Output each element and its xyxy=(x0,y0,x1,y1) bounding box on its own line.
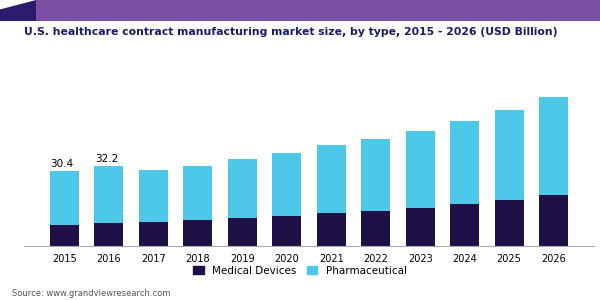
Text: U.S. healthcare contract manufacturing market size, by type, 2015 - 2026 (USD Bi: U.S. healthcare contract manufacturing m… xyxy=(24,27,557,37)
Bar xyxy=(539,195,568,246)
Bar xyxy=(539,97,568,195)
Bar xyxy=(317,213,346,246)
Polygon shape xyxy=(0,0,36,21)
Bar xyxy=(450,121,479,204)
Bar xyxy=(495,110,524,200)
Bar xyxy=(139,170,168,222)
Bar xyxy=(94,167,123,223)
Bar xyxy=(50,171,79,225)
Bar xyxy=(495,200,524,246)
Text: Source: www.grandviewresearch.com: Source: www.grandviewresearch.com xyxy=(12,290,170,298)
Bar xyxy=(406,208,434,246)
Bar xyxy=(184,166,212,220)
Legend: Medical Devices, Pharmaceutical: Medical Devices, Pharmaceutical xyxy=(189,262,411,280)
Bar xyxy=(272,153,301,216)
Text: 32.2: 32.2 xyxy=(95,154,118,164)
Bar xyxy=(272,216,301,246)
Bar xyxy=(139,222,168,246)
Bar xyxy=(94,223,123,246)
Bar xyxy=(50,225,79,246)
Bar xyxy=(361,211,390,246)
Bar xyxy=(228,159,257,218)
Bar xyxy=(228,218,257,246)
Bar xyxy=(450,204,479,246)
Bar xyxy=(406,131,434,208)
Text: 30.4: 30.4 xyxy=(50,159,74,169)
Bar xyxy=(184,220,212,246)
Bar xyxy=(317,146,346,213)
Bar xyxy=(361,139,390,211)
